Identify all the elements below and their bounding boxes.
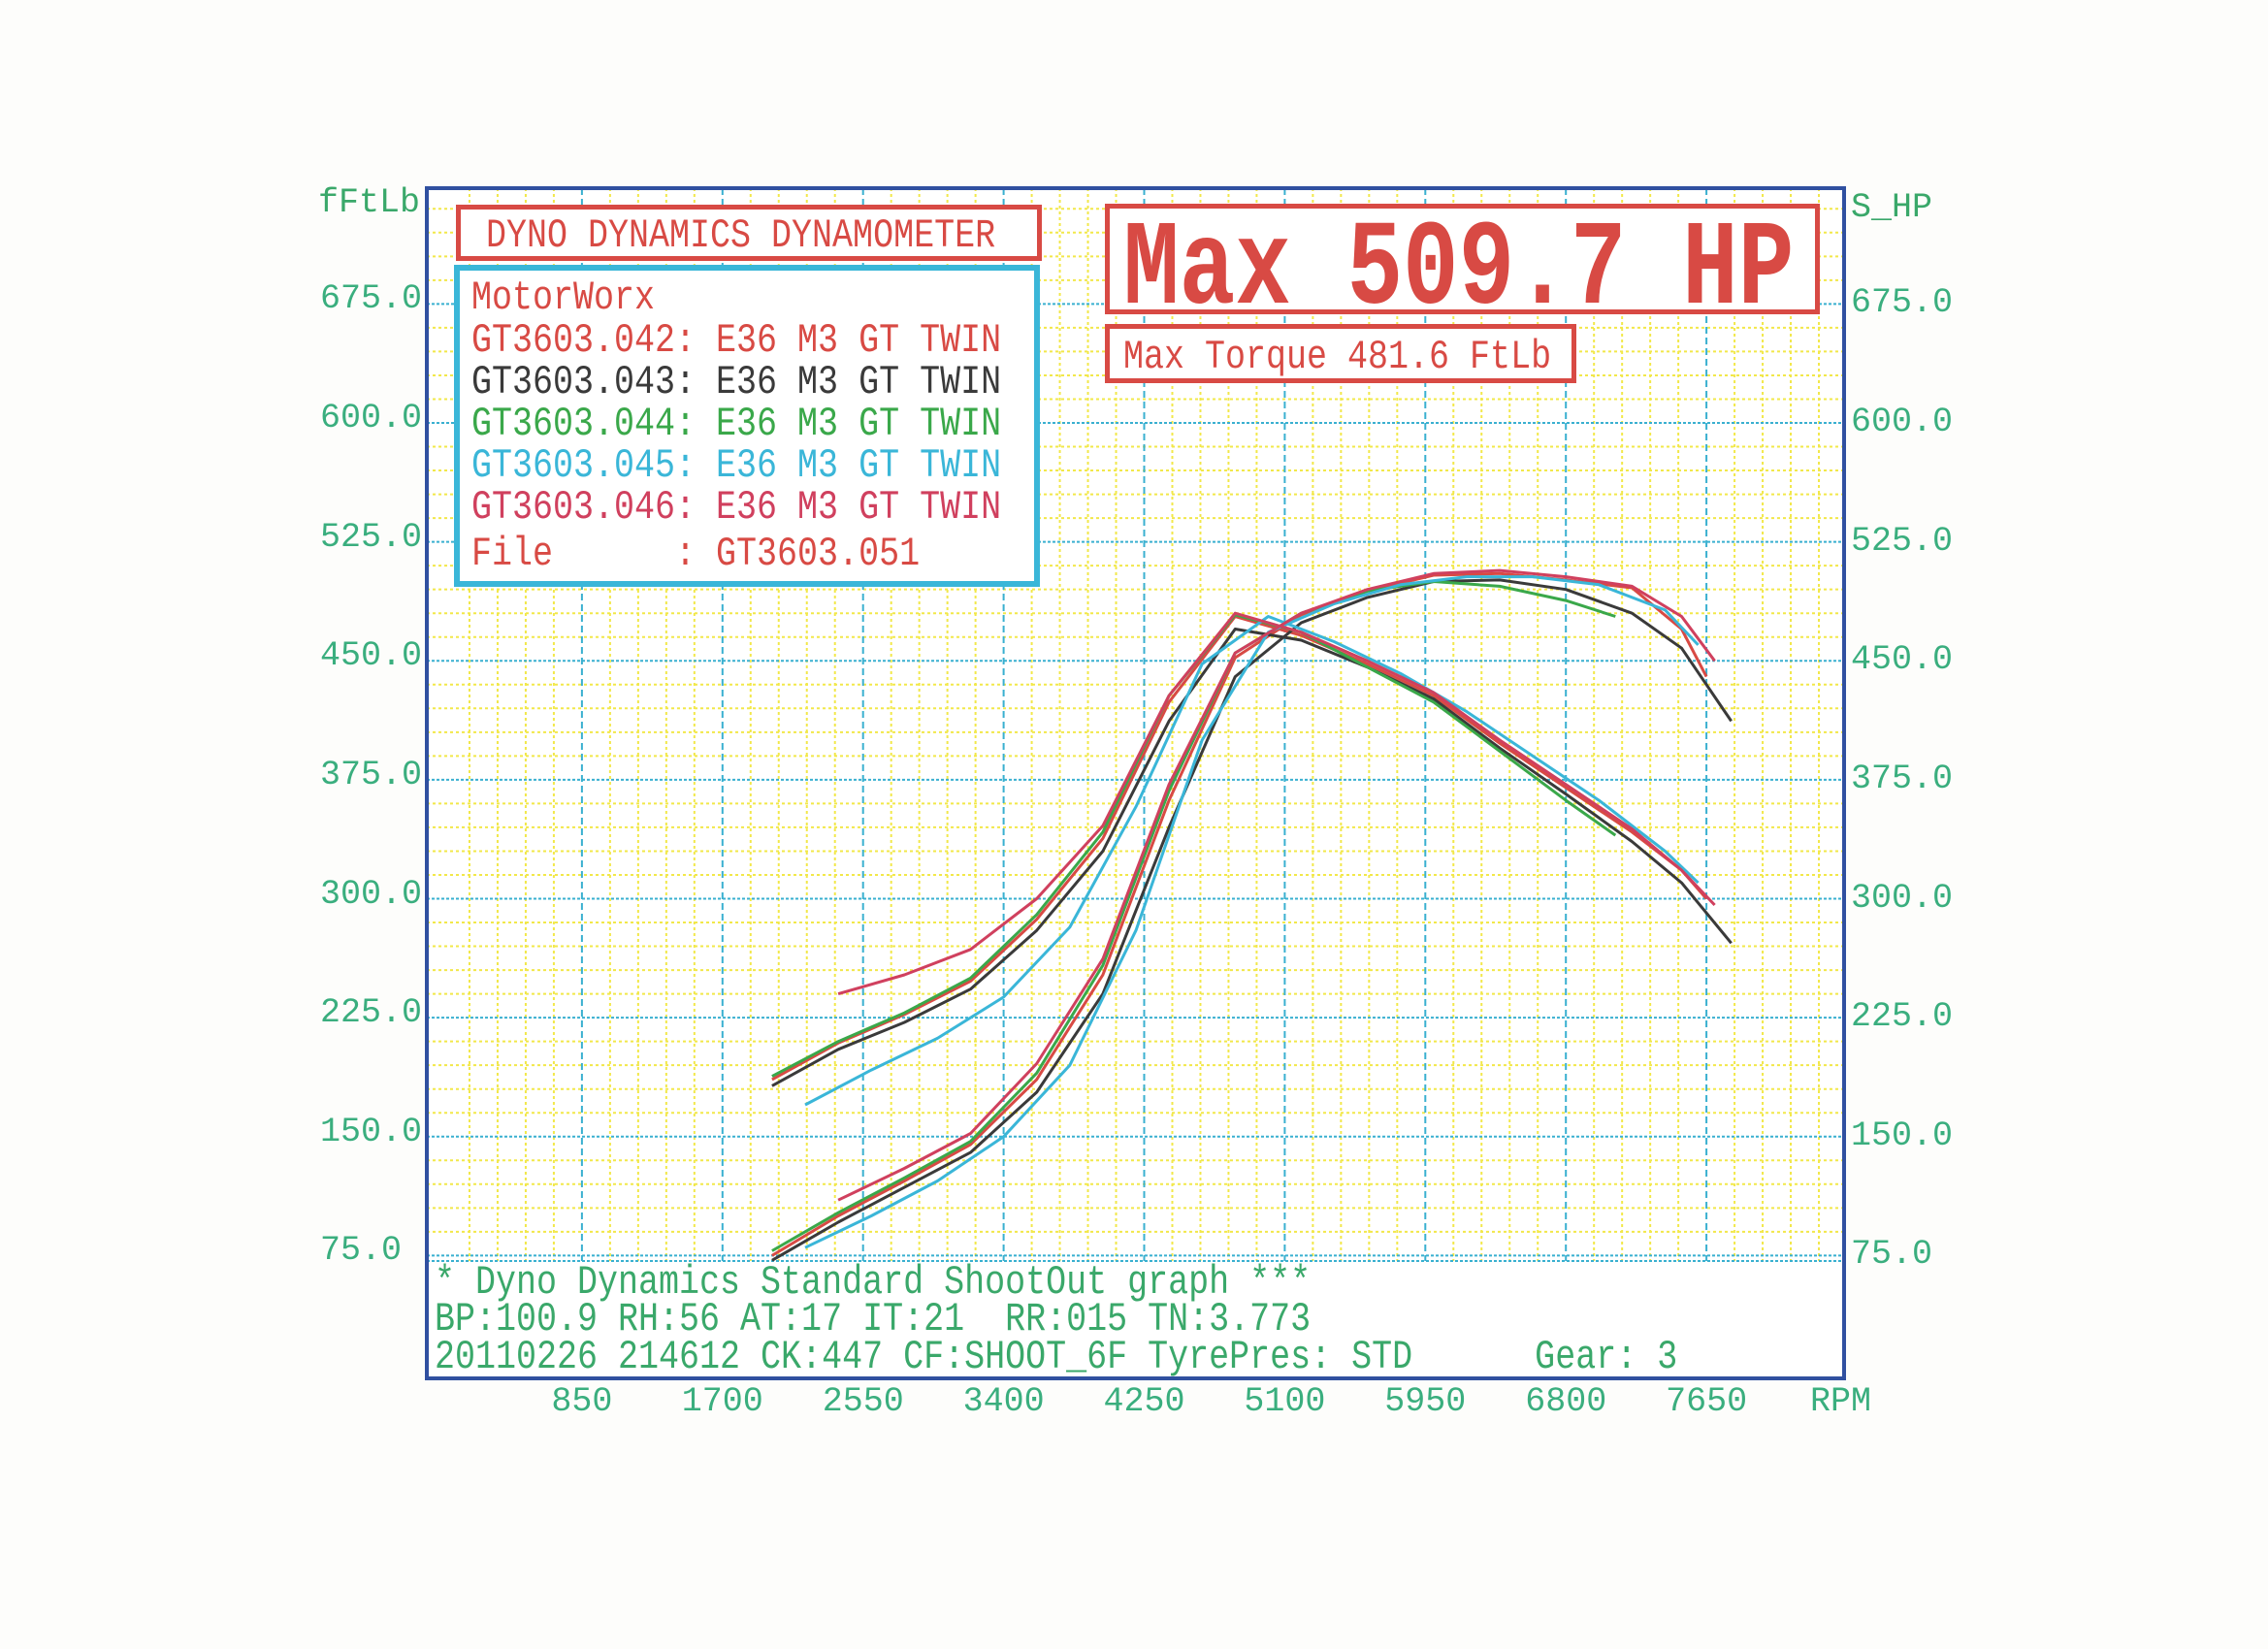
max-torque-box: Max Torque 481.6 FtLb	[1105, 324, 1576, 383]
x-tick: 6800	[1525, 1382, 1607, 1421]
y-tick-left: 675.0	[320, 279, 423, 319]
x-tick: 5950	[1384, 1382, 1467, 1421]
legend-item-042: GT3603.042: E36 M3 GT TWIN	[471, 317, 1002, 365]
y-tick-right: 375.0	[1851, 759, 1954, 798]
y-tick-right: 300.0	[1851, 878, 1954, 918]
max-hp-box: Max 509.7 HP	[1105, 204, 1820, 331]
y-tick-right: 75.0	[1851, 1235, 1933, 1275]
y-tick-left: 300.0	[320, 874, 423, 914]
x-axis-label: RPM	[1810, 1382, 1872, 1421]
y-tick-right: 600.0	[1851, 403, 1954, 441]
chart-title: DYNO DYNAMICS DYNAMOMETER	[486, 212, 996, 260]
series-4-power-line	[837, 568, 1716, 1202]
footer-line-1: * Dyno Dynamics Standard ShootOut graph …	[435, 1259, 1312, 1307]
x-tick: 4250	[1103, 1382, 1185, 1421]
legend-item-043: GT3603.043: E36 M3 GT TWIN	[471, 359, 1002, 406]
x-tick: 1700	[681, 1382, 763, 1421]
y-axis-left-label: fFtLb	[318, 183, 421, 222]
legend: MotorWorx GT3603.042: E36 M3 GT TWIN GT3…	[454, 265, 1040, 587]
y-tick-right: 450.0	[1851, 640, 1954, 680]
series-1-power-line	[771, 578, 1733, 1262]
x-tick: 3400	[962, 1382, 1045, 1421]
x-tick: 7650	[1666, 1382, 1748, 1421]
footer-line-2: BP:100.9 RH:56 AT:17 IT:21 RR:015 TN:3.7…	[435, 1296, 1312, 1343]
y-tick-right: 525.0	[1851, 521, 1954, 561]
max-torque: Max Torque 481.6 FtLb	[1123, 334, 1552, 381]
legend-item-046: GT3603.046: E36 M3 GT TWIN	[471, 484, 1002, 532]
y-tick-left: 525.0	[320, 517, 423, 557]
series-4-torque-line	[837, 611, 1716, 996]
legend-item-045: GT3603.045: E36 M3 GT TWIN	[471, 442, 1002, 490]
company-name: MotorWorx	[471, 275, 656, 322]
x-tick: 850	[551, 1382, 613, 1421]
y-tick-left: 225.0	[320, 993, 423, 1033]
y-tick-left: 600.0	[320, 399, 423, 437]
y-tick-left: 450.0	[320, 636, 423, 676]
series-0-torque-line	[771, 615, 1708, 1082]
y-axis-right-label: S_HP	[1851, 188, 1933, 227]
x-tick: 2550	[822, 1382, 904, 1421]
y-tick-right: 150.0	[1851, 1116, 1954, 1155]
chart-frame	[425, 186, 1846, 1380]
y-tick-right: 675.0	[1851, 283, 1954, 323]
y-tick-left: 375.0	[320, 755, 423, 794]
file-name: File : GT3603.051	[471, 531, 921, 578]
max-hp: Max 509.7 HP	[1123, 201, 1795, 340]
footer-line-3: 20110226 214612 CK:447 CF:SHOOT_6F TyreP…	[435, 1334, 1678, 1381]
y-tick-left: 75.0	[320, 1231, 403, 1271]
series-3-torque-line	[804, 615, 1700, 1107]
legend-item-044: GT3603.044: E36 M3 GT TWIN	[471, 401, 1002, 448]
y-tick-left: 150.0	[320, 1112, 423, 1151]
title-box: DYNO DYNAMICS DYNAMOMETER	[456, 205, 1042, 261]
x-tick: 5100	[1244, 1382, 1326, 1421]
y-tick-right: 225.0	[1851, 997, 1954, 1037]
